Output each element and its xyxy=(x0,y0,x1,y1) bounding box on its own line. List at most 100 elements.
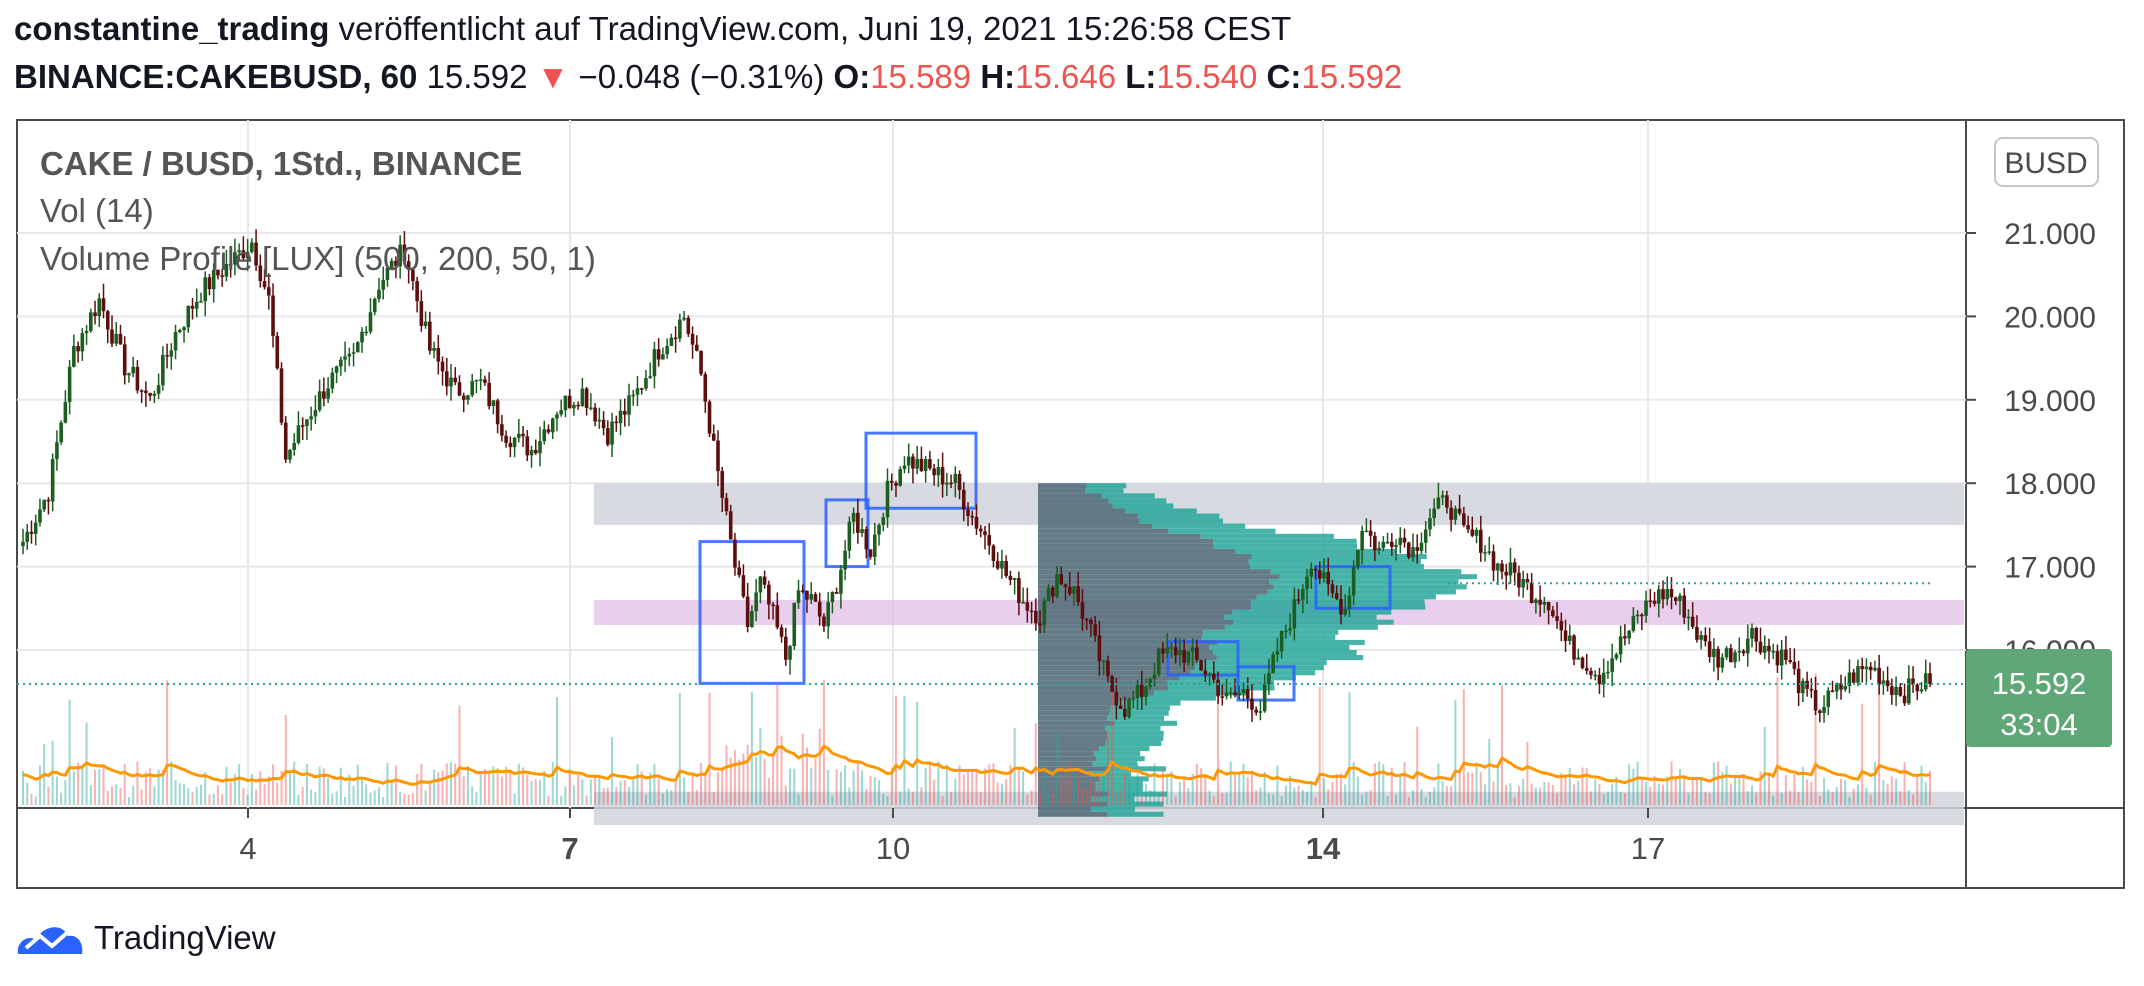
candle-body xyxy=(741,575,746,597)
zone-demand xyxy=(594,791,1964,826)
candle-body xyxy=(1453,508,1458,520)
volume-bar xyxy=(445,763,448,805)
volume-bar xyxy=(1581,767,1584,805)
volume-bar xyxy=(869,776,872,805)
volume-bar xyxy=(1378,761,1381,805)
volume-bar xyxy=(208,794,211,805)
vp-row-base xyxy=(1038,796,1092,802)
candle-body xyxy=(711,433,716,441)
volume-bar xyxy=(954,778,957,805)
candle-body xyxy=(237,250,241,252)
volume-bar xyxy=(1301,790,1304,805)
author-name[interactable]: constantine_trading xyxy=(14,10,330,47)
candle-body xyxy=(851,512,856,522)
symbol-name: BINANCE:CAKEBUSD, 60 xyxy=(14,58,418,95)
candle-body xyxy=(50,459,55,502)
volume-bar xyxy=(911,791,914,805)
volume-bar xyxy=(1242,763,1245,805)
currency-badge[interactable] xyxy=(1994,137,2099,187)
volume-bar xyxy=(433,769,436,805)
candle-body xyxy=(1233,692,1237,696)
candle-body xyxy=(305,419,309,426)
candle-body xyxy=(517,433,521,438)
candle-body xyxy=(1606,671,1610,674)
candle-body xyxy=(1436,497,1441,509)
volume-bar xyxy=(950,791,953,805)
volume-bar xyxy=(1594,779,1597,805)
vp-row-value xyxy=(1216,655,1364,661)
vp-row-base xyxy=(1038,538,1214,544)
volume-bar xyxy=(1895,778,1898,805)
candle-body xyxy=(572,404,576,409)
candle-body xyxy=(953,473,958,484)
vp-row-base xyxy=(1038,503,1113,509)
candle-body xyxy=(525,436,530,456)
candle-body xyxy=(474,379,479,382)
candle-body xyxy=(1474,529,1479,536)
candle-body xyxy=(1373,535,1377,551)
candle-body xyxy=(1699,635,1703,640)
candle-body xyxy=(1919,689,1924,692)
vp-row-base xyxy=(1038,508,1126,514)
candle-body xyxy=(1178,650,1182,656)
volume-bar xyxy=(560,796,563,805)
candle-body xyxy=(1322,572,1326,579)
vp-row-base xyxy=(1038,776,1099,782)
candle-body xyxy=(165,355,169,357)
volume-bar xyxy=(1547,782,1550,805)
candle-body xyxy=(1775,650,1780,666)
volume-bar xyxy=(695,790,698,805)
candle-body xyxy=(1144,686,1148,697)
candle-body xyxy=(533,449,538,454)
candle-body xyxy=(1873,667,1877,671)
legend-volume-profile[interactable]: Volume Profile [LUX] (500, 200, 50, 1) xyxy=(40,240,596,277)
volume-bar xyxy=(462,776,465,805)
volume-bar xyxy=(450,762,453,805)
candle-body xyxy=(487,382,491,407)
candle-body xyxy=(1792,661,1797,669)
candle-body xyxy=(42,499,46,510)
volume-bar xyxy=(106,790,109,805)
volume-bar xyxy=(110,786,113,805)
candle-body xyxy=(1381,541,1386,548)
candle-body xyxy=(1805,680,1809,689)
publish-line: constantine_trading veröffentlicht auf T… xyxy=(14,10,1291,48)
candle-body xyxy=(1610,658,1614,672)
volume-bar xyxy=(437,772,440,805)
candle-body xyxy=(1182,650,1186,663)
candle-body xyxy=(1767,645,1771,652)
volume-bar xyxy=(1051,792,1054,805)
candle-body xyxy=(1818,710,1822,714)
candle-body xyxy=(1487,551,1492,553)
candle-body xyxy=(1262,683,1267,712)
volume-bar xyxy=(1373,763,1376,805)
candle-body xyxy=(1135,685,1140,698)
vp-row-value xyxy=(1094,751,1141,757)
candle-body xyxy=(678,319,682,339)
volume-bar xyxy=(577,774,580,805)
candle-body xyxy=(1012,578,1017,580)
vp-row-base xyxy=(1038,771,1090,777)
volume-bar xyxy=(60,792,63,805)
volume-bar xyxy=(1734,775,1737,805)
candle-body xyxy=(1576,657,1581,660)
volume-bar xyxy=(1865,787,1868,805)
time-axis[interactable]: 4 7 10 14 17 xyxy=(239,808,1665,866)
candle-body xyxy=(1834,683,1839,692)
volume-bar xyxy=(1818,795,1821,805)
candle-body xyxy=(1682,595,1687,618)
legend-vol[interactable]: Vol (14) xyxy=(40,192,154,229)
tradingview-logo[interactable]: TradingView xyxy=(14,913,276,963)
volume-bar xyxy=(1776,677,1779,805)
candle-body xyxy=(991,545,996,561)
volume-bar xyxy=(1649,787,1652,805)
candle-body xyxy=(1254,709,1258,713)
vp-row-value xyxy=(1105,740,1162,747)
vp-row-value xyxy=(1190,670,1316,676)
candle-body xyxy=(131,366,135,374)
vp-row-base xyxy=(1038,705,1111,711)
volume-bar xyxy=(1484,784,1487,805)
volume-bar xyxy=(1395,794,1398,805)
